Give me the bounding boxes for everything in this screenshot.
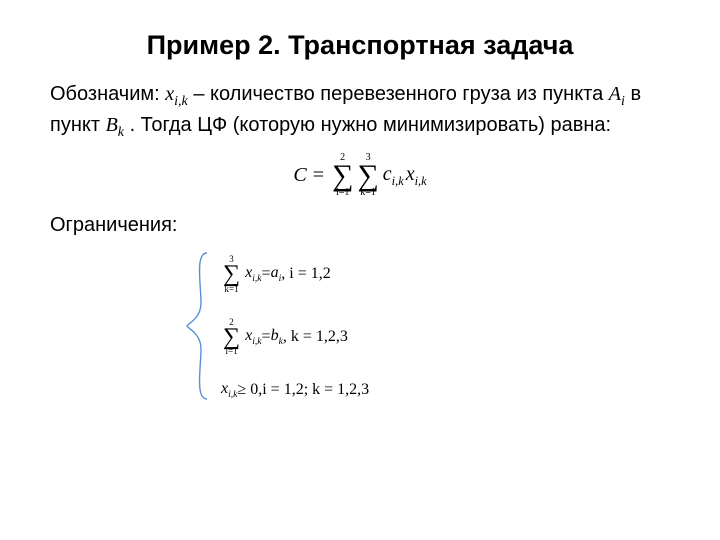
slide-title: Пример 2. Транспортная задача [50,30,670,61]
constraints-list: 3 ∑ k=1 xi,k = ai , i = 1,2 2 ∑ i=1 xi,k [211,251,369,409]
var-x: xi,k [165,83,188,105]
cf-lhs: C [293,164,306,187]
c1-lhs: xi,k [245,265,261,284]
intro-text-d: . Тогда ЦФ (которую нужно минимизировать… [124,114,611,136]
cost-formula: C = 2 ∑ i=1 3 ∑ k=1 ci,kxi,k [50,153,670,199]
cf-sum-k: 3 ∑ k=1 [357,153,378,199]
c2-lhs: xi,k [245,328,261,347]
sigma-icon: ∑ [332,163,353,189]
var-A: Ai [609,83,625,105]
intro-text-a: Обозначим: [50,83,165,105]
constraints-block: 3 ∑ k=1 xi,k = ai , i = 1,2 2 ∑ i=1 xi,k [185,251,670,409]
constraint-3: xi,k ≥ 0, i = 1,2; k = 1,2,3 [221,381,369,406]
slide: Пример 2. Транспортная задача Обозначим:… [0,0,720,540]
sum-i-icon: 2 ∑ i=1 [223,318,240,356]
constraint-1: 3 ∑ k=1 xi,k = ai , i = 1,2 [221,255,369,293]
var-B: Bk [106,114,124,136]
cf-eq: = [313,164,324,187]
c2-tail: , k = 1,2,3 [283,329,348,345]
intro-text-b: – количество перевезенного груза из пунк… [188,83,609,105]
cf-sum-i: 2 ∑ i=1 [332,153,353,199]
c3-lhs: xi,k [221,381,237,400]
sum-k-icon: 3 ∑ k=1 [223,255,240,293]
c2-rhs: bk [271,328,283,347]
cf-c: ci,k [383,163,404,189]
curly-brace-icon [185,251,211,401]
intro-paragraph: Обозначим: xi,k – количество перевезенно… [50,81,670,143]
constraint-2: 2 ∑ i=1 xi,k = bk , k = 1,2,3 [221,318,369,356]
sigma-icon: ∑ [357,163,378,189]
constraints-label: Ограничения: [50,212,670,239]
cf-x: xi,k [406,163,427,189]
c1-tail: , i = 1,2 [281,266,330,282]
c3-tail: i = 1,2; k = 1,2,3 [262,382,369,398]
c1-rhs: ai [271,265,282,284]
